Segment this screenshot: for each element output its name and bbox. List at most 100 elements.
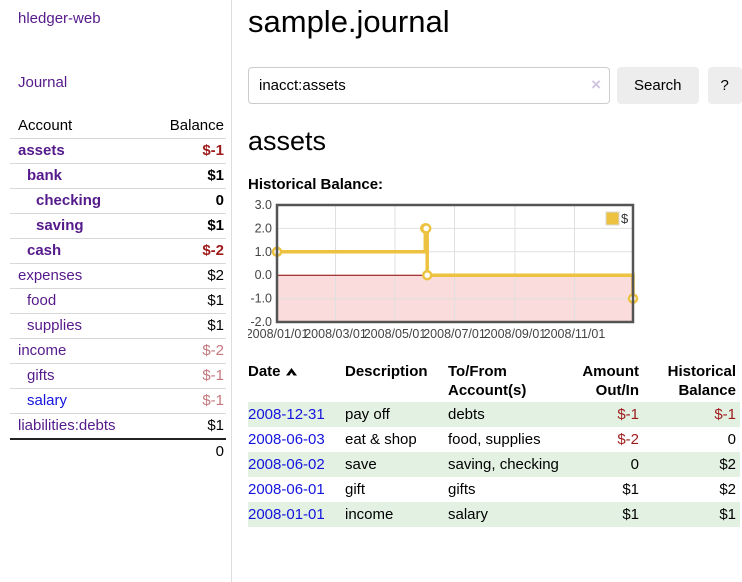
account-link-saving[interactable]: saving	[36, 217, 84, 234]
account-link-liabilities-debts[interactable]: liabilities:debts	[18, 417, 116, 434]
transaction-description: eat & shop	[345, 431, 417, 448]
svg-text:2.0: 2.0	[255, 221, 272, 235]
account-balance: $1	[118, 288, 226, 314]
account-link-cash[interactable]: cash	[27, 242, 62, 259]
svg-text:2008/03/01: 2008/03/01	[304, 327, 367, 341]
transaction-description: income	[345, 506, 394, 523]
app-title-link[interactable]: hledger-web	[18, 10, 101, 27]
account-link-supplies[interactable]: supplies	[27, 317, 83, 334]
transaction-date-link[interactable]: 2008-06-01	[248, 481, 325, 498]
search-form: × Search ?	[248, 67, 742, 104]
transaction-accounts: food, supplies	[448, 431, 541, 448]
data-point-marker	[421, 269, 433, 281]
register-table-body: 2008-12-31 pay off debts $-1 $-1 2008-06-03 ea…	[248, 402, 740, 527]
transaction-accounts: gifts	[448, 481, 476, 498]
transaction-date-link[interactable]: 2008-01-01	[248, 506, 325, 523]
svg-text:0.0: 0.0	[255, 268, 272, 282]
transaction-row: 2008-01-01 income salary $1 $1	[248, 502, 740, 527]
account-balance: $-2	[118, 338, 226, 364]
sidebar-item-journal[interactable]: Journal	[18, 74, 68, 91]
svg-text:-2.0: -2.0	[250, 315, 272, 329]
transaction-date-link[interactable]: 2008-06-03	[248, 431, 325, 448]
account-link-salary[interactable]: salary	[27, 392, 68, 409]
account-balance: $1	[118, 413, 226, 439]
account-row: salary $-1	[10, 388, 226, 414]
account-column-header: Account	[18, 117, 73, 134]
sort-ascending-icon	[285, 362, 298, 381]
svg-text:-1.0: -1.0	[250, 292, 272, 306]
svg-text:2008/01/01: 2008/01/01	[248, 327, 308, 341]
account-row: supplies $1	[10, 313, 226, 339]
account-row: income $-2	[10, 338, 226, 364]
svg-text:1.0: 1.0	[255, 245, 272, 259]
transaction-amount: $-1	[617, 406, 639, 423]
svg-text:2008/05/01: 2008/05/01	[364, 327, 427, 341]
account-balance: $1	[118, 213, 226, 239]
accounts-column-header: To/From Account(s)	[448, 363, 527, 399]
register-table-header: Date Description To/From Account(s) Amou…	[248, 360, 740, 402]
transaction-balance: $2	[719, 456, 736, 473]
search-button[interactable]: Search	[617, 67, 699, 104]
transaction-date-link[interactable]: 2008-06-02	[248, 456, 325, 473]
transaction-balance: 0	[727, 431, 736, 448]
description-column-header: Description	[345, 363, 428, 380]
transaction-date-link[interactable]: 2008-12-31	[248, 406, 325, 423]
sidebar: hledger-web Journal Account Balance asse…	[0, 0, 232, 582]
transaction-balance: $1	[719, 506, 736, 523]
account-row: food $1	[10, 288, 226, 314]
transaction-amount: $1	[622, 481, 639, 498]
account-balance: $2	[118, 263, 226, 289]
transaction-balance: $-1	[714, 406, 736, 423]
svg-text:2008/07/01: 2008/07/01	[423, 327, 486, 341]
transaction-description: save	[345, 456, 377, 473]
transaction-accounts: salary	[448, 506, 489, 523]
accounts-total-value: 0	[118, 438, 226, 464]
account-link-income[interactable]: income	[18, 342, 67, 359]
account-row: checking 0	[10, 188, 226, 214]
transaction-row: 2008-06-03 eat & shop food, supplies $-2 0	[248, 427, 740, 452]
account-link-checking[interactable]: checking	[36, 192, 102, 209]
transaction-row: 2008-06-01 gift gifts $1 $2	[248, 477, 740, 502]
account-balance: 0	[118, 188, 226, 214]
page-title: sample.journal	[248, 4, 450, 39]
transaction-row: 2008-06-02 save saving, checking 0 $2	[248, 452, 740, 477]
register-table: Date Description To/From Account(s) Amou…	[248, 360, 740, 527]
account-row: expenses $2	[10, 263, 226, 289]
transaction-description: pay off	[345, 406, 390, 423]
data-point-marker	[420, 223, 432, 234]
account-section-title: assets	[248, 126, 327, 156]
account-row: bank $1	[10, 163, 226, 189]
main-content: sample.journal × Search ? assets Histori…	[232, 0, 742, 582]
svg-text:2008/09/01: 2008/09/01	[484, 327, 547, 341]
balance-column-header-main: Historical Balance	[667, 363, 736, 399]
transaction-balance: $2	[719, 481, 736, 498]
account-row: gifts $-1	[10, 363, 226, 389]
account-balance: $1	[118, 163, 226, 189]
account-link-assets[interactable]: assets	[18, 142, 65, 159]
date-column-header[interactable]: Date	[248, 360, 345, 402]
transaction-accounts: debts	[448, 406, 485, 423]
transaction-amount: 0	[630, 456, 639, 473]
account-link-gifts[interactable]: gifts	[27, 367, 55, 384]
accounts-total-row: 0	[10, 438, 226, 464]
transaction-accounts: saving, checking	[448, 456, 559, 473]
account-balance: $1	[118, 313, 226, 339]
account-link-bank[interactable]: bank	[27, 167, 63, 184]
account-balance: $-1	[118, 138, 226, 164]
svg-text:3.0: 3.0	[255, 200, 272, 212]
account-link-expenses[interactable]: expenses	[18, 267, 83, 284]
account-row: saving $1	[10, 213, 226, 239]
clear-search-icon[interactable]: ×	[591, 75, 601, 94]
accounts-table-header: Account Balance	[10, 114, 226, 139]
legend-label: $	[621, 211, 629, 226]
search-input[interactable]	[248, 67, 610, 104]
balance-chart: 2008/01/012008/03/012008/05/012008/07/01…	[248, 200, 639, 341]
accounts-table-body: assets $-1 bank $1 checking 0 saving $1 cash $-2 e…	[10, 138, 226, 464]
svg-text:2008/11/01: 2008/11/01	[544, 327, 606, 341]
amount-column-header: Amount Out/In	[582, 363, 639, 399]
account-link-food[interactable]: food	[27, 292, 57, 309]
accounts-table: Account Balance assets $-1 bank $1 checking 0…	[10, 114, 226, 464]
help-button[interactable]: ?	[707, 67, 742, 104]
transaction-amount: $1	[622, 506, 639, 523]
account-row: assets $-1	[10, 138, 226, 164]
